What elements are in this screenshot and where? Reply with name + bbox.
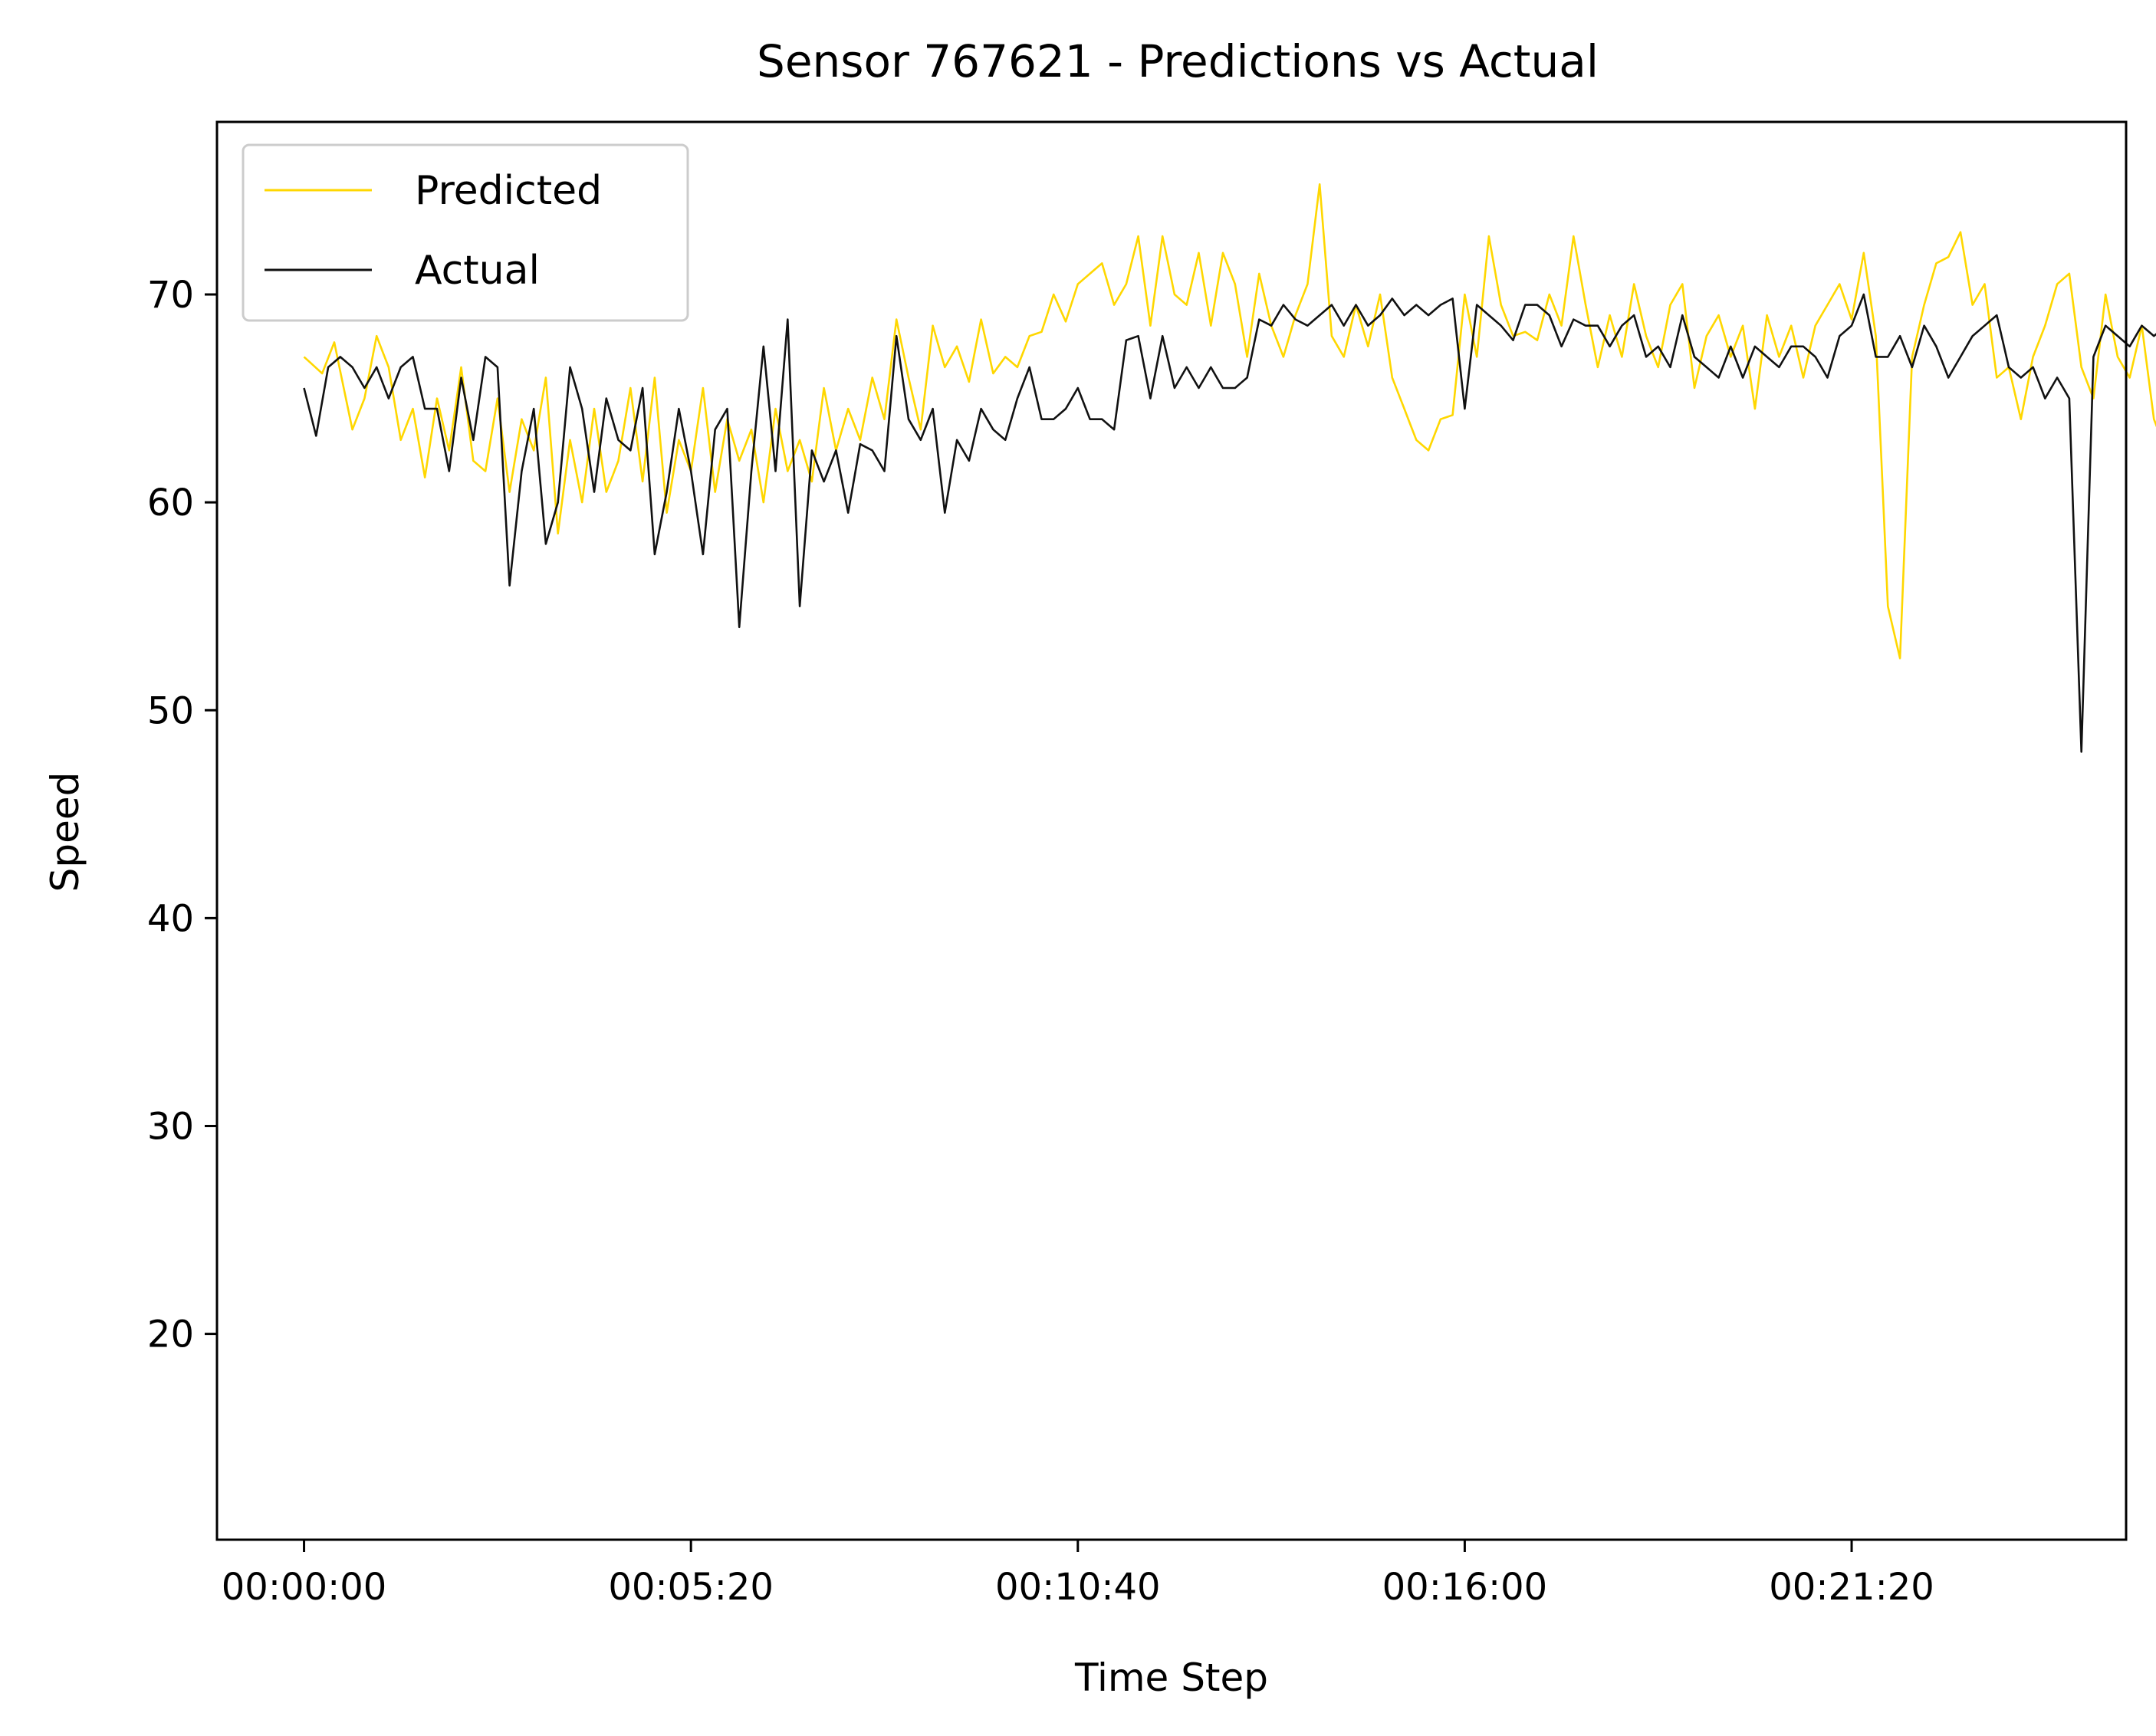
x-tick-label: 00:16:00 [1382,1566,1548,1609]
x-tick-label: 00:10:40 [995,1566,1161,1609]
y-tick-label: 50 [147,689,194,732]
y-axis-label: Speed [43,772,87,893]
y-tick-label: 70 [147,274,194,317]
y-tick-label: 40 [147,897,194,940]
axes: 00:00:00 00:05:20 00:10:40 00:16:00 00:21:20… [147,274,1934,1609]
legend-actual-label: Actual [415,248,540,294]
legend: Predicted Actual [242,143,689,322]
x-tick-label: 00:21:20 [1769,1566,1934,1609]
x-tick-label: 00:00:00 [222,1566,387,1609]
y-tick-label: 30 [147,1105,194,1148]
plot-frame [215,120,2128,1541]
y-tick-label: 60 [147,482,194,524]
series-predicted-line [303,183,2156,659]
y-tick-label: 20 [147,1314,194,1356]
chart-title: Sensor 767621 - Predictions vs Actual [757,35,1599,87]
legend-box [242,143,689,322]
x-axis-label: Time Step [1074,1655,1268,1700]
x-tick-label: 00:05:20 [608,1566,774,1609]
series-actual-line [303,293,2156,753]
plot-area [303,183,2156,753]
legend-predicted-label: Predicted [415,168,602,214]
